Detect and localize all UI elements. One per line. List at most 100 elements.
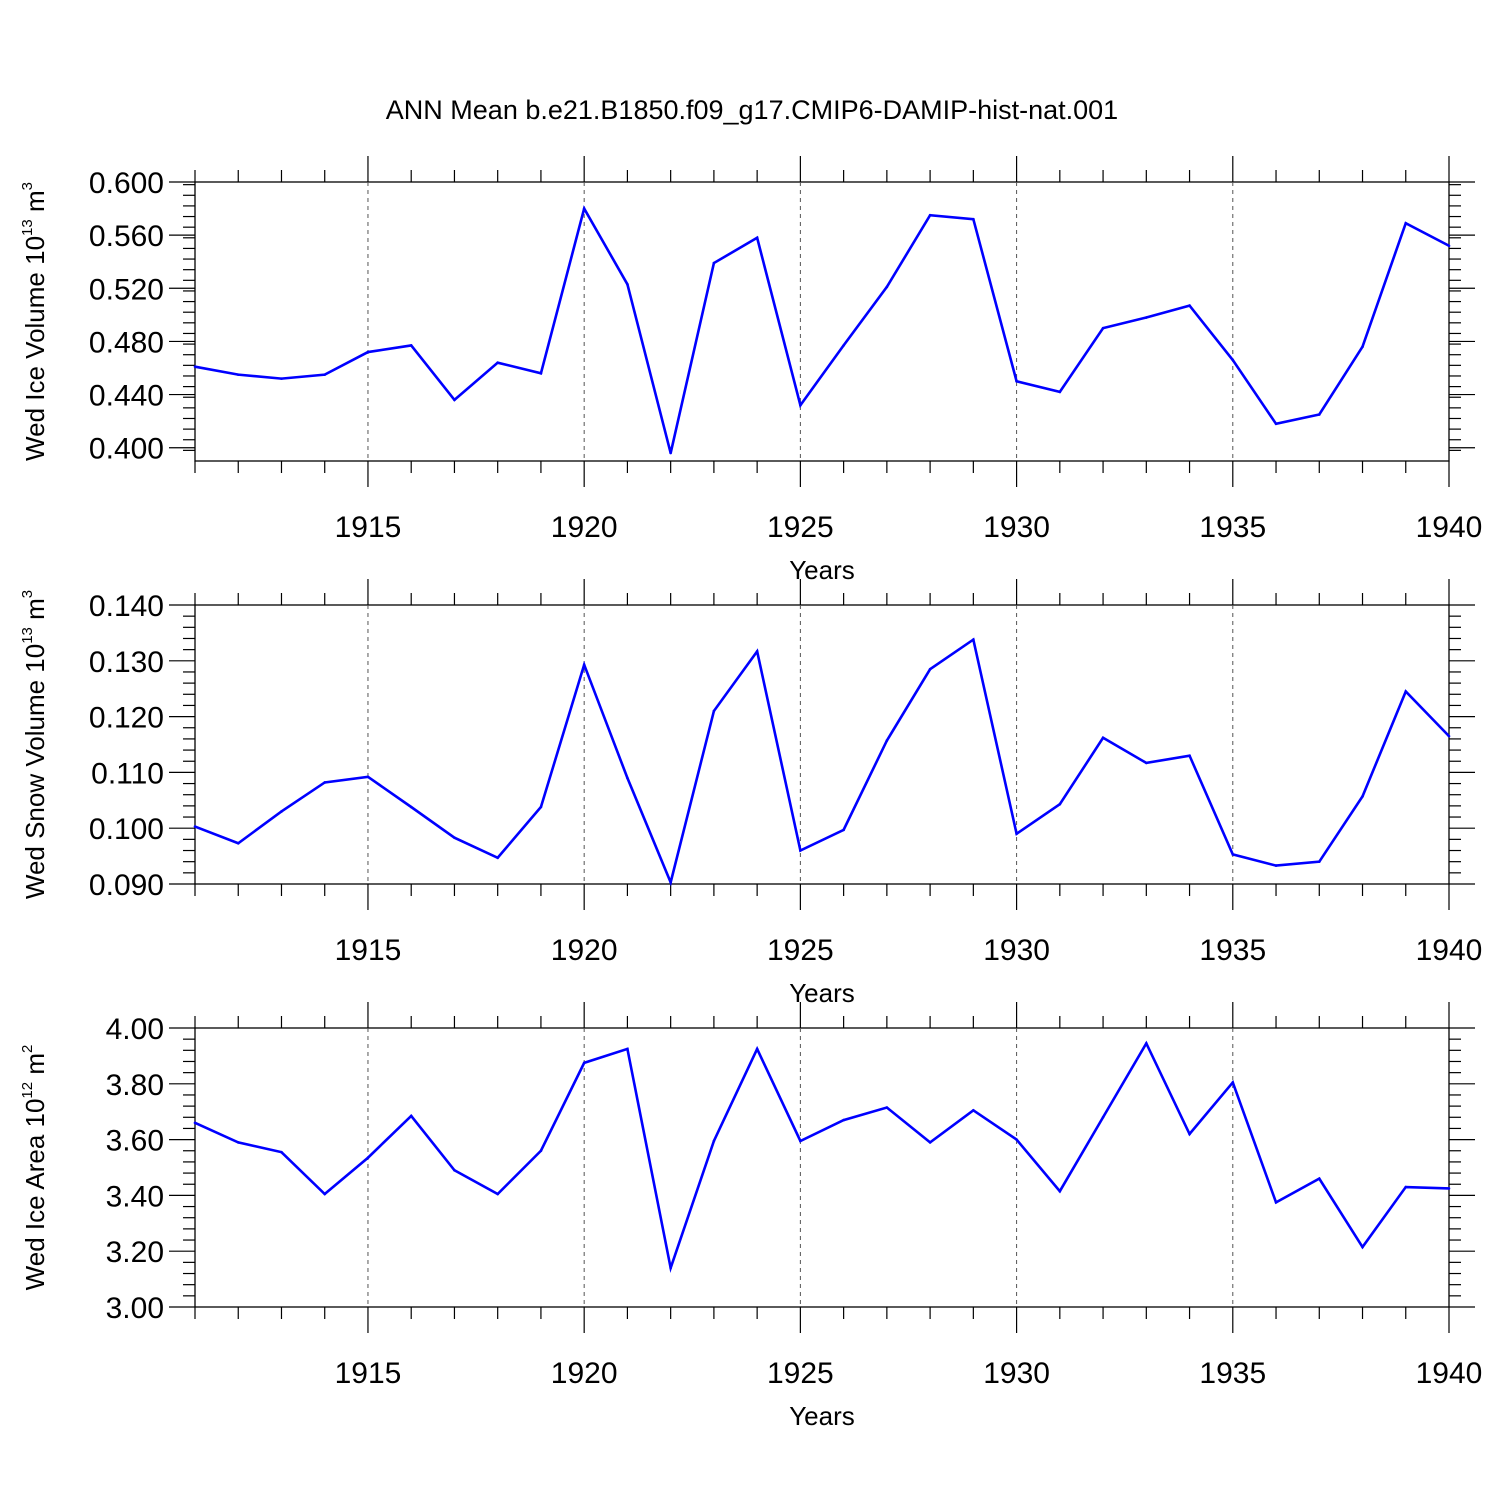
data-point bbox=[972, 217, 975, 221]
data-point bbox=[1447, 734, 1451, 738]
x-tick-label: 1920 bbox=[551, 1357, 618, 1390]
data-point bbox=[582, 663, 586, 667]
y-axis-label-unit: m bbox=[20, 1053, 50, 1082]
data-point bbox=[193, 365, 197, 368]
y-tick-label: 3.20 bbox=[106, 1236, 164, 1269]
data-point bbox=[626, 283, 629, 286]
data-point bbox=[1404, 1185, 1408, 1189]
data-point bbox=[236, 373, 240, 376]
y-tick-label: 0.090 bbox=[89, 869, 164, 902]
data-point bbox=[885, 1106, 889, 1109]
x-tick-label: 1920 bbox=[551, 934, 618, 967]
data-point bbox=[193, 1121, 197, 1125]
data-point bbox=[409, 1114, 413, 1118]
data-point bbox=[885, 739, 889, 742]
data-point bbox=[193, 825, 197, 828]
data-point bbox=[1404, 221, 1408, 225]
data-point bbox=[496, 1192, 499, 1196]
data-point bbox=[1058, 390, 1062, 394]
data-point bbox=[1188, 1132, 1191, 1136]
data-point bbox=[409, 805, 413, 809]
y-axis-label-text: Wed Ice Volume 10 bbox=[20, 236, 50, 461]
y-axis-label-unit-exponent: 3 bbox=[19, 182, 36, 190]
y-axis-label-text: Wed Ice Area 10 bbox=[20, 1099, 50, 1291]
data-point bbox=[453, 1168, 456, 1172]
data-point bbox=[1274, 864, 1278, 867]
data-point bbox=[280, 1150, 283, 1154]
data-point bbox=[323, 781, 327, 784]
y-tick-label: 0.140 bbox=[89, 590, 164, 623]
data-point bbox=[1015, 379, 1018, 383]
x-tick-label: 1940 bbox=[1416, 934, 1483, 967]
series-points bbox=[193, 207, 1451, 455]
x-tick-label: 1940 bbox=[1416, 511, 1483, 544]
x-tick-label: 1940 bbox=[1416, 1357, 1483, 1390]
figure-title: ANN Mean b.e21.B1850.f09_g17.CMIP6-DAMIP… bbox=[386, 95, 1118, 125]
x-tick-label: 1935 bbox=[1199, 1357, 1266, 1390]
y-axis-label-unit: m bbox=[20, 190, 50, 219]
series-line bbox=[194, 1040, 1450, 1273]
y-axis-label-unit-exponent: 2 bbox=[19, 1045, 36, 1053]
data-point bbox=[1361, 1245, 1364, 1249]
series-points bbox=[193, 638, 1451, 884]
x-tick-label: 1930 bbox=[983, 934, 1050, 967]
x-tick-label: 1935 bbox=[1199, 511, 1266, 544]
data-point bbox=[496, 856, 499, 860]
data-point bbox=[799, 849, 802, 852]
data-point bbox=[842, 1118, 845, 1122]
y-axis-label: Wed Ice Area 1012 m2 bbox=[19, 1045, 50, 1291]
x-tick-label: 1920 bbox=[551, 511, 618, 544]
data-point bbox=[539, 372, 543, 375]
data-point bbox=[1231, 1081, 1235, 1084]
data-point bbox=[1015, 832, 1018, 836]
y-axis-label-unit-exponent: 3 bbox=[19, 590, 36, 598]
data-point bbox=[755, 650, 759, 653]
data-point bbox=[453, 398, 456, 402]
y-axis-label-exponent: 13 bbox=[19, 627, 36, 644]
y-tick-label: 3.00 bbox=[106, 1292, 164, 1325]
data-point bbox=[236, 841, 240, 845]
data-point bbox=[712, 1139, 716, 1143]
y-tick-label: 0.100 bbox=[89, 813, 164, 846]
plot-frame bbox=[194, 1027, 1450, 1308]
data-point bbox=[972, 638, 975, 641]
data-point bbox=[236, 1141, 240, 1144]
data-point bbox=[1101, 1115, 1105, 1119]
plot-frame bbox=[194, 604, 1450, 885]
data-point bbox=[582, 1061, 586, 1065]
data-point bbox=[1361, 345, 1364, 349]
data-point bbox=[1188, 304, 1191, 307]
data-point bbox=[1058, 1189, 1062, 1193]
y-tick-label: 0.560 bbox=[89, 220, 164, 253]
data-point bbox=[626, 1047, 629, 1051]
plot-frame bbox=[194, 181, 1450, 462]
data-point bbox=[1188, 754, 1191, 757]
data-point bbox=[626, 776, 629, 780]
y-axis-label-exponent: 12 bbox=[19, 1082, 36, 1099]
data-point bbox=[1274, 422, 1278, 426]
data-point bbox=[1317, 1177, 1321, 1180]
panels: 1915 1920 1925 1930 1935 1940 Years 0.400 0.440 0… bbox=[19, 156, 1482, 1431]
data-point bbox=[582, 207, 586, 210]
y-tick-label: 0.120 bbox=[89, 702, 164, 735]
data-point bbox=[366, 1156, 370, 1160]
data-point bbox=[1145, 1042, 1148, 1045]
y-tick-label: 3.60 bbox=[106, 1125, 164, 1158]
data-point bbox=[1058, 802, 1062, 806]
data-point bbox=[1015, 1138, 1018, 1141]
x-tick-label: 1915 bbox=[335, 1357, 402, 1390]
data-point bbox=[1361, 795, 1364, 798]
y-tick-label: 0.400 bbox=[89, 433, 164, 466]
data-point bbox=[928, 1141, 932, 1144]
y-axis-label-unit: m bbox=[20, 598, 50, 627]
y-tick-label: 0.440 bbox=[89, 380, 164, 413]
data-point bbox=[366, 775, 370, 779]
data-point bbox=[799, 1139, 802, 1143]
data-point bbox=[496, 361, 499, 364]
data-point bbox=[1145, 761, 1148, 765]
data-point bbox=[669, 881, 672, 884]
y-tick-label: 0.480 bbox=[89, 326, 164, 359]
y-tick-label: 4.00 bbox=[106, 1013, 164, 1046]
y-tick-label: 0.520 bbox=[89, 273, 164, 306]
data-point bbox=[842, 828, 845, 832]
